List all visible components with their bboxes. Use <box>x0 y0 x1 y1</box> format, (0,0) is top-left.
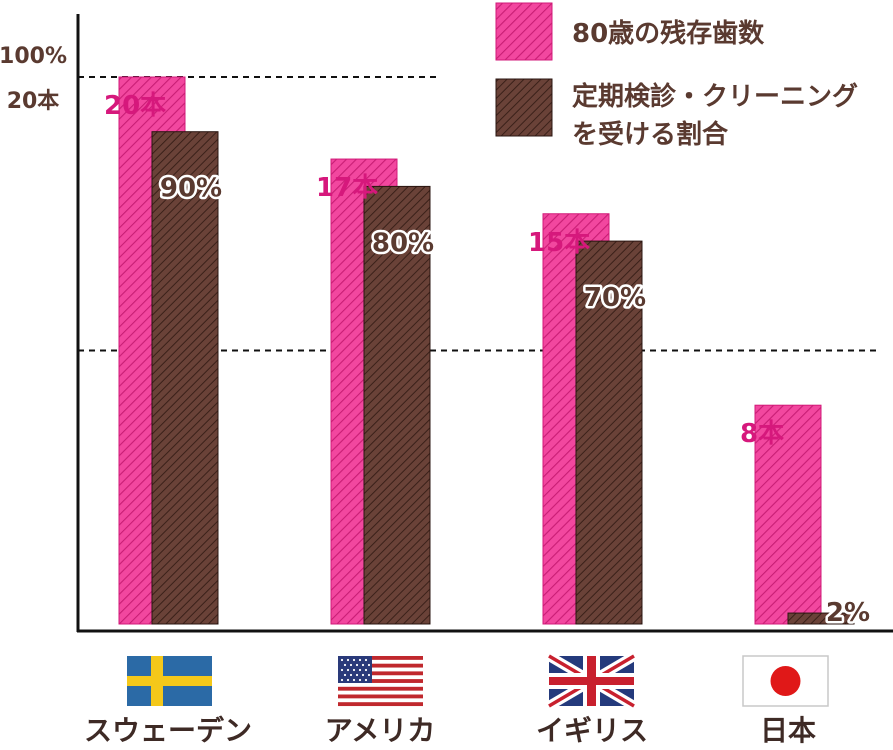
data-labels: 20本 17本 15本 8本 90% 80% 70% 2% <box>104 91 873 631</box>
country-label-japan: 日本 <box>760 714 816 747</box>
japan-flag <box>742 655 829 707</box>
bar-care-sweden <box>151 131 219 625</box>
label-teeth-uk: 15本 <box>528 228 590 258</box>
bar-care-japan <box>787 612 855 625</box>
label-care-japan: 2% <box>826 598 870 628</box>
legend-swatch-teeth <box>495 2 553 61</box>
y-axis-ticks: 100% 20本 <box>0 44 67 114</box>
flags <box>127 651 829 711</box>
uk-flag <box>546 651 637 711</box>
y-tick-label-percent: 100% <box>0 44 67 69</box>
legend-label-care-line2: を受ける割合 <box>572 119 729 150</box>
label-teeth-japan: 8本 <box>740 419 784 449</box>
label-teeth-sweden: 20本 <box>104 91 166 121</box>
legend-swatch-care <box>495 78 553 137</box>
country-label-usa: アメリカ <box>325 714 436 747</box>
label-teeth-usa: 17本 <box>316 173 378 203</box>
sweden-flag <box>127 656 212 706</box>
country-label-sweden: スウェーデン <box>84 714 252 747</box>
y-tick-label-teeth: 20本 <box>7 89 60 114</box>
legend: 80歳の残存歯数 定期検診・クリーニング を受ける割合 <box>495 2 858 150</box>
label-care-usa: 80% <box>372 228 434 258</box>
usa-flag <box>338 656 423 707</box>
legend-label-care-line1: 定期検診・クリーニング <box>572 81 858 112</box>
label-care-uk: 70% <box>584 283 646 313</box>
legend-label-teeth: 80歳の残存歯数 <box>572 19 765 49</box>
bar-care-uk <box>575 240 643 625</box>
axes <box>76 14 893 633</box>
label-care-sweden: 90% <box>160 174 222 204</box>
country-labels: スウェーデン アメリカ イギリス 日本 <box>84 714 816 747</box>
bars <box>118 76 855 625</box>
bar-teeth-japan <box>754 404 822 625</box>
bar-care-usa <box>363 185 431 625</box>
country-label-uk: イギリス <box>536 714 648 747</box>
